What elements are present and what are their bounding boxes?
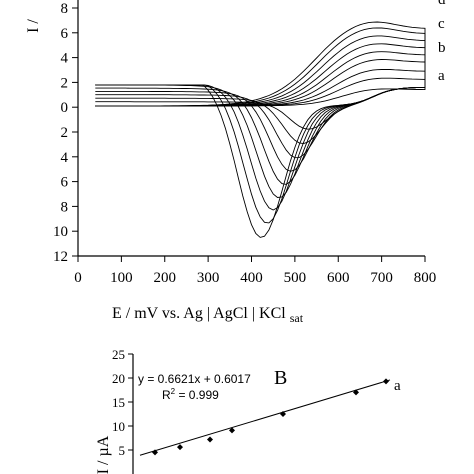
cal-point <box>383 378 389 385</box>
cv-y-label: I / <box>25 19 42 33</box>
cal-r2-sup: 2 <box>171 387 176 396</box>
cal-points <box>152 378 389 456</box>
cv-x-label: E / mV vs. Ag | AgCl | KCl sat <box>112 305 304 325</box>
cv-y-ticks: 12 10 8 6 4 2 0 2 4 6 8 <box>53 1 78 265</box>
cv-curve <box>95 59 426 172</box>
cal-y-ticks: 5 10 15 20 25 <box>112 347 133 458</box>
cv-y-tick-label: 8 <box>61 1 69 17</box>
cal-y-label: I / µA <box>95 435 112 474</box>
cv-y-tick-label: 12 <box>53 249 68 265</box>
cal-point <box>207 436 213 443</box>
cal-y-tick-label: 25 <box>112 347 125 362</box>
cv-y-tick-label: 10 <box>53 224 68 240</box>
cv-y-tick-label: 6 <box>61 175 69 191</box>
cal-y-tick-label: 20 <box>112 371 125 386</box>
cv-curve <box>95 35 426 211</box>
cv-curve <box>95 27 426 224</box>
cv-curve <box>95 68 426 159</box>
cv-x-label-main: E / mV vs. Ag | AgCl | KCl <box>112 305 286 322</box>
cv-x-tick-label: 0 <box>74 270 82 286</box>
cv-x-tick-label: 600 <box>327 270 350 286</box>
cv-panel: 0 100 200 300 400 500 600 700 800 1210864202468 … <box>25 0 446 325</box>
cal-fit-line <box>139 379 391 456</box>
cv-curves <box>95 21 426 238</box>
cv-x-tick-label: 800 <box>414 270 437 286</box>
cv-y-tick-label: 2 <box>61 125 69 141</box>
calibration-panel: 5 10 15 20 25 I / µA y = 0.6621x + 0.6017 R2… <box>95 347 401 474</box>
cal-r2: R2 = 0.999 <box>162 387 219 402</box>
cal-point <box>280 411 286 417</box>
cv-x-label-sub: sat <box>290 311 304 325</box>
cv-x-tick-label: 200 <box>154 270 177 286</box>
cv-curve-label: b <box>438 40 446 56</box>
cal-r2-value: = 0.999 <box>175 388 219 402</box>
cv-y-tick-label: 8 <box>61 199 69 215</box>
cv-x-ticks: 0 100 200 300 400 500 600 700 800 <box>74 256 436 286</box>
cv-x-tick-label: 400 <box>240 270 263 286</box>
cv-x-tick-label: 700 <box>370 270 393 286</box>
cv-x-tick-label: 500 <box>284 270 307 286</box>
cal-y-tick-label: 10 <box>112 419 125 434</box>
cal-panel-label: B <box>274 367 287 389</box>
cv-y-tick-label: 2 <box>61 75 69 91</box>
cv-curve-label: a <box>438 68 445 84</box>
cal-point-label: a <box>394 378 401 394</box>
cal-y-tick-label: 15 <box>112 395 125 410</box>
cv-x-tick-label: 100 <box>110 270 133 286</box>
cv-curve <box>95 43 426 198</box>
cal-point <box>229 427 235 434</box>
cal-equation: y = 0.6621x + 0.6017 <box>138 372 251 386</box>
cal-point <box>177 444 183 451</box>
cv-x-tick-label: 300 <box>197 270 220 286</box>
cv-y-tick-label: 6 <box>61 26 69 42</box>
cv-curve-label: d <box>438 0 446 8</box>
cv-y-tick-label: 4 <box>61 51 69 67</box>
cv-curve <box>95 21 426 238</box>
cv-y-tick-label: 4 <box>61 150 69 166</box>
cv-curve-label: c <box>438 16 445 32</box>
cal-point <box>152 449 158 456</box>
cal-y-tick-label: 5 <box>119 443 126 458</box>
cal-r2-prefix: R <box>162 388 171 402</box>
cal-point <box>353 389 359 396</box>
cv-y-tick-label: 0 <box>61 100 69 116</box>
